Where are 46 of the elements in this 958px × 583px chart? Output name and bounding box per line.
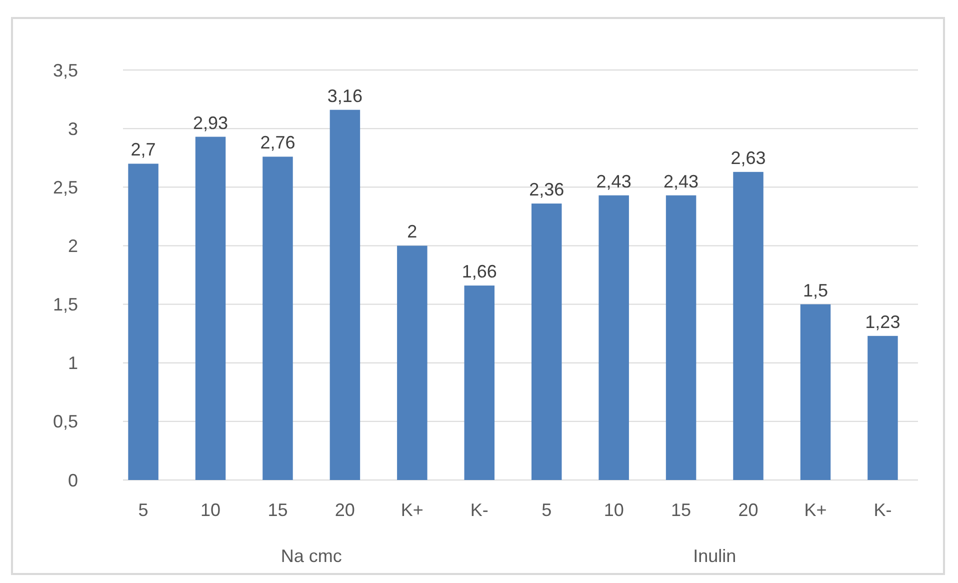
x-tick-label: 20	[738, 500, 758, 520]
bar	[464, 286, 495, 480]
data-label: 1,23	[865, 312, 900, 332]
bar	[868, 336, 898, 480]
x-tick-label: 15	[268, 500, 288, 520]
x-tick-label: 5	[542, 500, 552, 520]
y-tick-label: 0,5	[52, 412, 78, 432]
y-tick-label: 3,5	[52, 60, 78, 80]
data-label: 2,93	[192, 112, 228, 133]
data-label: 2,76	[260, 132, 296, 153]
y-tick-label: 0	[68, 470, 78, 490]
x-tick-label: 10	[604, 500, 624, 520]
data-label: 3,16	[327, 86, 362, 106]
x-tick-label: 5	[138, 500, 148, 520]
y-tick-label: 3	[68, 118, 78, 139]
x-tick-label: 20	[334, 500, 355, 520]
data-label: 2	[407, 222, 418, 242]
y-tick-label: 2	[68, 236, 78, 256]
data-label: 1,66	[462, 262, 497, 282]
data-label: 2,43	[596, 171, 632, 192]
bar	[128, 164, 158, 480]
data-label: 2,43	[664, 171, 699, 192]
x-tick-label: K-	[874, 500, 892, 520]
bar	[598, 195, 629, 480]
x-tick-label: K+	[400, 500, 424, 520]
text: Na cmc	[280, 546, 342, 566]
bar	[397, 246, 428, 480]
y-tick-label: 2,5	[52, 177, 78, 198]
data-label: 2,36	[529, 180, 564, 200]
bar	[733, 172, 764, 480]
y-tick-label: 1,5	[52, 294, 78, 315]
bar	[330, 110, 360, 480]
bar	[262, 156, 293, 480]
data-label: 1,5	[802, 280, 828, 300]
text: Inulin	[693, 546, 736, 566]
x-tick-label: 10	[200, 500, 221, 520]
bar	[666, 195, 696, 480]
x-tick-label: K-	[470, 500, 488, 520]
data-label: 2,7	[130, 140, 156, 160]
x-tick-label: K+	[804, 500, 827, 520]
x-tick-label: 15	[671, 500, 692, 520]
data-label: 2,63	[730, 148, 766, 168]
y-tick-label: 1	[68, 353, 78, 374]
bar	[195, 136, 226, 480]
bar	[800, 304, 831, 480]
bar	[531, 204, 562, 480]
